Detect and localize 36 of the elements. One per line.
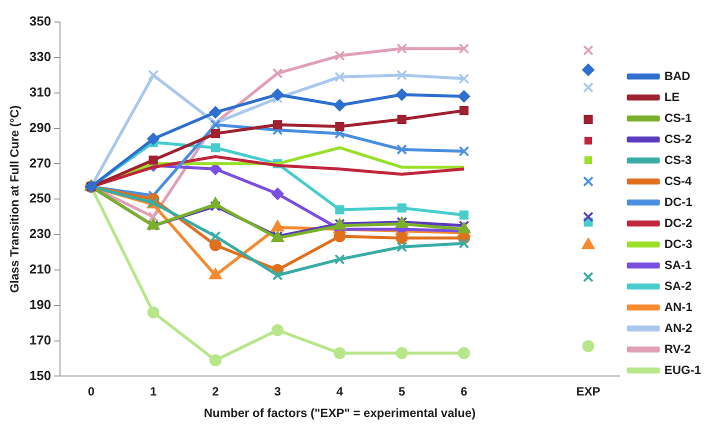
y-tick-label: 250 xyxy=(29,190,52,206)
legend-label: DC-3 xyxy=(664,236,693,251)
y-tick-label: 150 xyxy=(29,368,52,383)
legend-label: RV-2 xyxy=(664,342,692,356)
y-tick-label: 210 xyxy=(29,262,52,277)
x-tick-label: EXP xyxy=(576,384,600,399)
y-tick-label: 310 xyxy=(29,84,52,100)
x-tick-label: 4 xyxy=(336,384,344,399)
x-tick-label: 6 xyxy=(460,384,468,399)
y-tick-label: 350 xyxy=(29,14,52,29)
y-tick-label: 290 xyxy=(29,120,52,135)
legend-label: CS-2 xyxy=(664,132,692,146)
y-tick-label: 190 xyxy=(29,296,52,312)
x-axis-title: Number of factors ("EXP" = experimental value) xyxy=(204,406,476,420)
legend-label: SA-2 xyxy=(664,278,692,293)
legend-label: CS-3 xyxy=(664,152,692,167)
legend-label: BAD xyxy=(664,68,691,83)
y-tick-label: 270 xyxy=(29,155,52,170)
x-tick-label: 1 xyxy=(150,384,157,399)
x-tick-label: 5 xyxy=(398,384,406,399)
x-tick-label: 3 xyxy=(274,384,282,399)
legend-label: EUG-1 xyxy=(664,362,702,377)
y-tick-label: 170 xyxy=(29,332,52,348)
legend-label: DC-1 xyxy=(664,194,693,209)
legend-label: AN-2 xyxy=(664,320,693,335)
legend-label: DC-2 xyxy=(664,216,693,230)
legend-label: SA-1 xyxy=(664,258,692,272)
x-tick-label: 0 xyxy=(88,384,95,399)
y-tick-label: 230 xyxy=(29,226,52,242)
x-tick-label: 2 xyxy=(212,384,220,399)
legend-label: LE xyxy=(664,90,680,104)
y-axis-title: Glass Transition at Full Cure (°C) xyxy=(8,105,22,293)
legend-label: CS-1 xyxy=(664,110,692,125)
legend-label: AN-1 xyxy=(664,300,693,314)
y-tick-label: 330 xyxy=(29,49,52,64)
legend-label: CS-4 xyxy=(664,174,692,188)
